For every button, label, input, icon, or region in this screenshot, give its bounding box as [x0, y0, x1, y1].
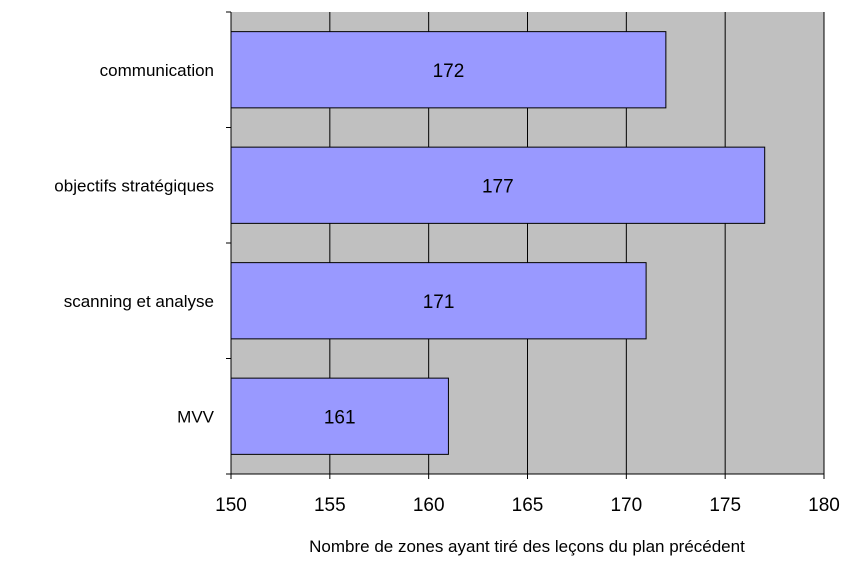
category-label: scanning et analyse — [64, 292, 214, 311]
data-label: 172 — [433, 61, 465, 82]
bar — [230, 31, 667, 109]
y-axis: communication objectifs stratégiques scann… — [54, 11, 232, 475]
x-tick-label: 160 — [413, 495, 445, 516]
bar — [230, 146, 766, 224]
data-label: 171 — [423, 292, 455, 313]
bar — [230, 262, 647, 340]
bars: 172 177 171 161 — [230, 31, 766, 455]
category-label: communication — [100, 61, 214, 80]
bar — [230, 377, 449, 455]
category-label: objectifs stratégiques — [54, 176, 214, 195]
x-tick-label: 150 — [215, 495, 247, 516]
x-axis-title: Nombre de zones ayant tiré des leçons du… — [309, 537, 745, 556]
x-axis: 150 155 160 165 170 175 180 — [215, 473, 840, 516]
x-tick-label: 165 — [512, 495, 544, 516]
x-tick-label: 175 — [709, 495, 741, 516]
x-tick-label: 180 — [808, 495, 840, 516]
x-tick-label: 155 — [314, 495, 346, 516]
x-tick-label: 170 — [610, 495, 642, 516]
data-label: 161 — [324, 407, 356, 428]
data-label: 177 — [482, 176, 514, 197]
category-label: MVV — [177, 407, 215, 426]
